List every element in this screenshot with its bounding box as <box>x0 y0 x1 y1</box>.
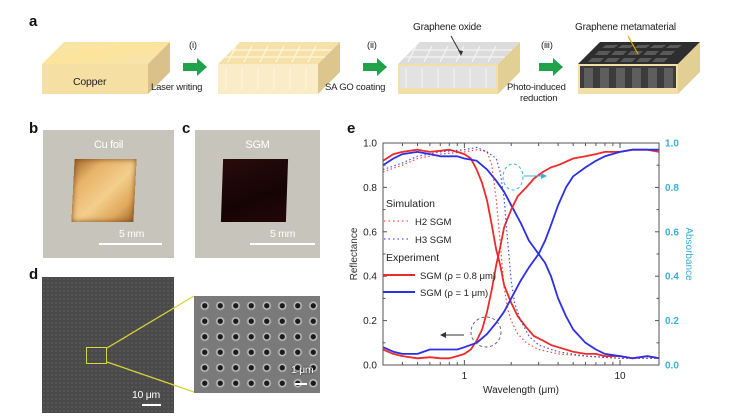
graphene-metamaterial-label: Graphene metamaterial <box>575 22 676 33</box>
copper-block <box>42 42 170 94</box>
y-tick-label: 0.6 <box>363 227 377 238</box>
legend-label-exp-1: SGM (ρ = 1 μm) <box>420 288 488 299</box>
y2-tick-label: 0.0 <box>665 361 679 372</box>
legend-simulation-header: Simulation <box>386 198 435 210</box>
series-line-5 <box>382 146 659 359</box>
y-tick-label: 0.8 <box>363 183 377 194</box>
panel-label-d: d <box>29 266 39 283</box>
cu-foil-scale-label: 5 mm <box>119 228 145 240</box>
y2-tick-label: 0.2 <box>665 316 679 327</box>
copper-label: Copper <box>73 76 107 88</box>
y2-tick-label: 0.4 <box>665 272 679 283</box>
step-2-process: SA GO coating <box>325 82 386 93</box>
y2-tick-label: 0.6 <box>665 227 679 238</box>
panel-label-b: b <box>29 120 39 137</box>
series-line-0 <box>382 148 660 360</box>
panel-label-e: e <box>347 120 356 137</box>
go-coated-block <box>398 35 520 94</box>
sem-overview: 10 μm <box>42 277 174 413</box>
metamaterial-pointer <box>627 35 639 55</box>
sem-overview-scale-label: 10 μm <box>132 389 160 401</box>
y2-axis-label: Absorbance <box>683 227 694 281</box>
y-tick-label: 0.2 <box>363 316 377 327</box>
cu-foil-photo: Cu foil 5 mm <box>43 130 174 258</box>
arrow-step-2-icon <box>363 58 387 76</box>
panel-label-a: a <box>29 13 38 30</box>
y-tick-label: 1.0 <box>363 139 377 150</box>
series-line-3 <box>382 148 659 355</box>
cu-foil-scale-bar <box>99 243 162 245</box>
annotation-right-arrow <box>502 163 547 191</box>
cu-foil-title: Cu foil <box>93 139 124 151</box>
x-tick-label: 1 <box>462 371 468 382</box>
graphene-oxide-label: Graphene oxide <box>413 22 482 33</box>
legend-label-h3: H3 SGM <box>415 235 452 246</box>
series-line-4 <box>382 149 659 359</box>
y2-tick-label: 0.8 <box>665 183 679 194</box>
sem-inset: 1 μm <box>194 296 320 393</box>
sgm-photo: SGM 5 mm <box>195 130 320 258</box>
legend-label-exp-08: SGM (ρ = 0.8 μm) <box>420 271 496 282</box>
arrow-step-3-icon <box>539 58 563 76</box>
step-1-process: Laser writing <box>151 82 203 93</box>
metamaterial-block <box>578 35 700 94</box>
y-axis-label: Reflectance <box>349 227 360 280</box>
x-axis-label: Wavelength (μm) <box>483 385 559 396</box>
series-line-1 <box>382 151 660 360</box>
step-1-number: (i) <box>189 40 197 51</box>
sgm-title: SGM <box>245 139 270 151</box>
sgm-scale-bar <box>250 243 315 245</box>
sgm-scale-label: 5 mm <box>270 228 296 240</box>
panel-label-c: c <box>182 120 191 137</box>
sem-overview-scale-bar <box>142 404 161 406</box>
step-3-process-line2: reduction <box>520 93 558 104</box>
legend-experiment-header: Experiment <box>386 252 439 264</box>
step-2-number: (ii) <box>367 40 377 51</box>
step-3-process-line1: Photo-induced <box>507 82 566 93</box>
step-3-number: (iii) <box>541 40 553 51</box>
sem-inset-scale-label: 1 μm <box>291 364 314 376</box>
y-tick-label: 0.4 <box>363 272 377 283</box>
y-tick-label: 0.0 <box>363 361 377 372</box>
sem-highlight-box <box>86 347 107 364</box>
arrow-step-1-icon <box>183 58 207 76</box>
annotation-left-arrow <box>440 316 502 348</box>
series-line-2 <box>382 148 660 360</box>
x-tick-label: 10 <box>614 371 626 382</box>
process-schematic <box>42 35 700 94</box>
legend-label-h2: H2 SGM <box>415 217 452 228</box>
y2-tick-label: 1.0 <box>665 139 679 150</box>
laser-written-block <box>218 42 340 94</box>
sem-inset-scale-bar <box>295 383 307 385</box>
